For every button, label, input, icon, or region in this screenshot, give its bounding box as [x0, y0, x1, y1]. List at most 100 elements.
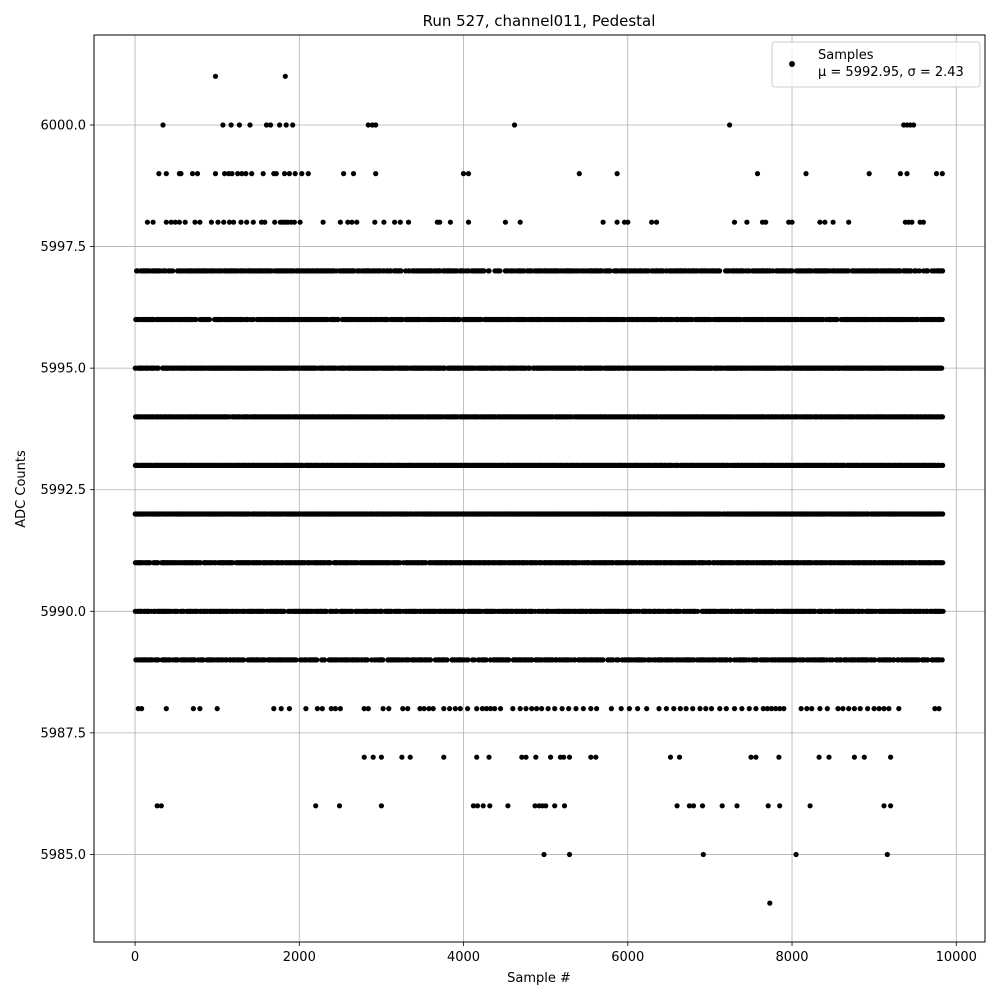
sample-point — [541, 851, 547, 858]
sample-points — [132, 73, 946, 906]
sample-point — [282, 73, 288, 79]
sample-point — [290, 122, 296, 128]
sample-point — [676, 754, 683, 760]
sample-point — [163, 171, 169, 177]
sample-point — [381, 219, 387, 225]
sample-point — [777, 706, 783, 712]
sample-point — [653, 219, 660, 225]
sample-point — [447, 219, 453, 225]
sample-point — [699, 803, 706, 809]
sample-point — [804, 706, 810, 712]
sample-point — [644, 706, 650, 712]
sample-point — [663, 706, 670, 712]
sample-point — [916, 268, 923, 274]
sample-point — [341, 171, 347, 177]
sample-point — [936, 706, 942, 712]
sample-point — [168, 219, 174, 225]
sample-point — [398, 268, 404, 274]
sample-point — [939, 316, 945, 323]
sample-point — [380, 706, 386, 712]
sample-point — [667, 754, 674, 760]
sample-point — [283, 122, 289, 128]
sample-point — [441, 754, 447, 760]
sample-point — [626, 706, 633, 712]
sample-point — [243, 171, 249, 177]
sample-point — [260, 171, 266, 177]
sample-point — [373, 122, 379, 128]
sample-point — [816, 754, 822, 760]
sample-point — [378, 754, 384, 760]
sample-point — [940, 462, 946, 468]
sample-point — [925, 268, 931, 274]
sample-point — [763, 219, 769, 225]
sample-point — [753, 754, 759, 760]
sample-point — [365, 122, 371, 128]
sample-point — [532, 803, 538, 809]
sample-point — [671, 706, 677, 712]
sample-point — [397, 219, 403, 225]
sample-point — [144, 219, 150, 225]
sample-point — [488, 706, 494, 712]
sample-point — [372, 219, 378, 225]
sample-point — [456, 316, 462, 323]
sample-point — [739, 706, 745, 712]
sample-point — [683, 706, 689, 712]
sample-point — [939, 414, 946, 420]
sample-point — [354, 219, 360, 225]
sample-point — [727, 122, 733, 128]
sample-point — [753, 706, 759, 712]
sample-point — [228, 122, 234, 128]
sample-point — [407, 754, 413, 760]
sample-point — [625, 219, 631, 225]
sample-point — [465, 219, 472, 225]
sample-point — [405, 706, 411, 712]
sample-point — [249, 171, 255, 177]
sample-point — [580, 706, 587, 712]
sample-point — [271, 706, 277, 712]
sample-point — [292, 171, 298, 177]
sample-point — [635, 706, 641, 712]
sample-point — [176, 219, 182, 225]
sample-point — [697, 706, 703, 712]
sample-point — [373, 171, 379, 177]
sample-point — [194, 171, 201, 177]
sample-point — [717, 268, 723, 274]
sample-point — [206, 316, 213, 323]
sample-point — [561, 803, 568, 809]
sample-point — [826, 754, 832, 760]
sample-point — [719, 803, 725, 809]
sample-point — [674, 803, 680, 809]
sample-point — [457, 706, 463, 712]
sample-point — [197, 219, 203, 225]
sample-point — [824, 706, 830, 712]
sample-point — [723, 706, 729, 712]
sample-point — [182, 219, 188, 225]
sample-point — [197, 706, 203, 712]
sample-point — [717, 706, 723, 712]
sample-point — [492, 706, 498, 712]
sample-point — [163, 219, 169, 225]
sample-point — [764, 706, 771, 712]
sample-point — [214, 706, 220, 712]
sample-point — [552, 706, 558, 712]
sample-point — [566, 851, 573, 858]
sample-point — [178, 171, 184, 177]
sample-point — [594, 706, 600, 712]
sample-point — [767, 900, 773, 906]
sample-point — [533, 754, 539, 760]
sample-point — [303, 706, 309, 712]
sample-point — [505, 803, 511, 809]
sample-point — [239, 171, 245, 177]
sample-point — [272, 219, 278, 225]
sample-point — [793, 851, 799, 858]
sample-point — [881, 706, 887, 712]
sample-point — [566, 754, 573, 760]
sample-point — [486, 268, 492, 274]
sample-point — [835, 706, 841, 712]
sample-point — [212, 73, 219, 79]
sample-point — [244, 219, 250, 225]
sample-point — [543, 803, 549, 809]
sample-point — [754, 171, 761, 177]
sample-point — [888, 803, 894, 809]
sample-point — [286, 171, 292, 177]
